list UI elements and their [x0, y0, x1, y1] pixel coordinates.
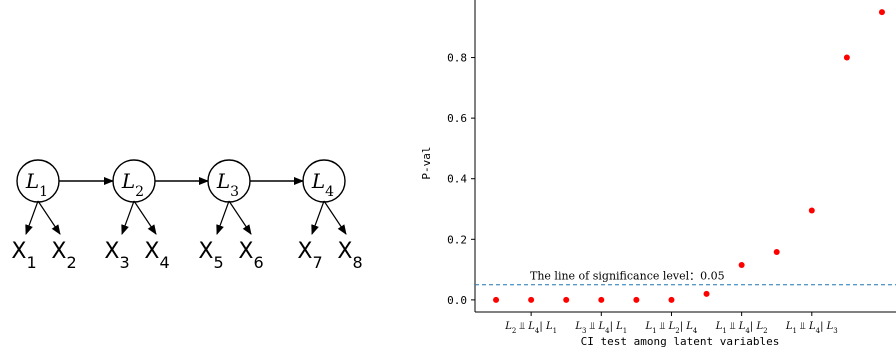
observed-node-label: X1 — [11, 239, 36, 272]
y-tick-label: 0.6 — [447, 112, 467, 125]
data-point — [773, 249, 780, 256]
data-point — [808, 207, 815, 214]
data-point — [493, 296, 500, 303]
x-tick-label: L3 ⫫ L4| L1 — [574, 321, 627, 335]
x-axis-ticks: L2 ⫫ L4| L1 L3 ⫫ L4| L1 L1 ⫫ L2| L4 L1 ⫫ L4… — [504, 312, 838, 335]
latent-node-label: L1 — [25, 169, 48, 200]
y-axis-label: P-val — [420, 146, 433, 179]
y-tick-label: 0.2 — [447, 233, 467, 246]
y-tick-label: 0.8 — [447, 52, 467, 65]
measurement-edge-arrow — [311, 200, 325, 235]
observed-node-label: X4 — [144, 239, 169, 272]
measurement-edge-arrow — [133, 200, 157, 235]
x-tick-label: L1 ⫫ L2| L4 — [645, 321, 698, 335]
x-tick-label: L1 ⫫ L4| L3 — [785, 321, 838, 335]
measurement-edge-arrow — [121, 200, 135, 235]
x-tick-label: L1 ⫫ L4| L2 — [715, 321, 768, 335]
observed-node-label: X5 — [198, 239, 223, 272]
data-point — [668, 296, 675, 303]
significance-threshold-label: The line of significance level：0.05 — [530, 270, 725, 283]
observed-node-label: X3 — [104, 239, 129, 272]
data-point — [563, 296, 570, 303]
x-tick-label: L2 ⫫ L4| L1 — [504, 321, 557, 335]
observed-node-label: X8 — [337, 239, 362, 272]
data-point — [633, 296, 640, 303]
measurement-edge-arrow — [25, 200, 39, 235]
measurement-edge-arrow — [37, 200, 61, 235]
data-points — [493, 9, 885, 303]
y-tick-label: 0.0 — [447, 294, 467, 307]
latent-node-label: L3 — [216, 169, 239, 200]
latent-node-label: L2 — [121, 169, 144, 200]
data-point — [598, 296, 605, 303]
measurement-edge-arrow — [228, 200, 252, 235]
pvalue-scatter-chart: 0.0 0.2 0.4 0.6 0.8 L2 ⫫ L4| L1 L3 ⫫ L4| L1 L1… — [420, 0, 896, 348]
y-tick-label: 0.4 — [447, 173, 467, 186]
data-point — [528, 296, 535, 303]
data-point — [878, 9, 885, 16]
observed-node-label: X6 — [238, 239, 263, 272]
data-point — [843, 54, 850, 61]
latent-chain-diagram: L1 L2 L3 L4 X1 X2 X3 X4 X5 X6 X7 X8 — [11, 159, 363, 272]
data-point — [738, 262, 745, 269]
data-point — [703, 290, 710, 297]
observed-node-label: X2 — [51, 239, 76, 272]
measurement-edge-arrow — [323, 200, 347, 235]
measurement-edge-arrow — [216, 200, 230, 235]
x-axis-label: CI test among latent variables — [581, 335, 780, 348]
observed-node-label: X7 — [297, 239, 322, 272]
y-axis-ticks: 0.0 0.2 0.4 0.6 0.8 — [447, 52, 475, 307]
latent-node-label: L4 — [311, 169, 334, 200]
